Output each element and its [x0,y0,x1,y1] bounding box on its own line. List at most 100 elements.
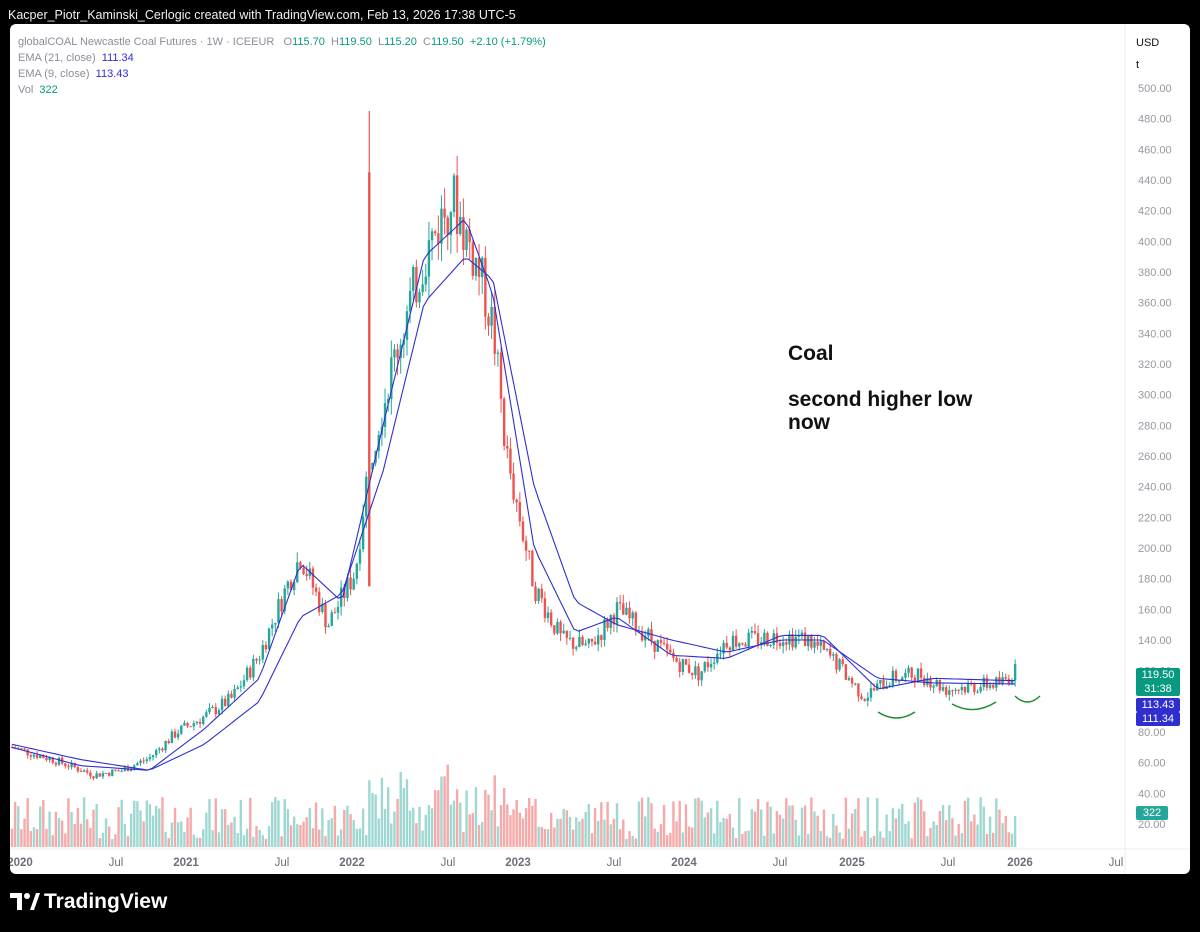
volume-bar [669,832,672,847]
candle-body [985,677,989,688]
candle-body [487,316,490,326]
time-tick-label: 2024 [671,857,697,869]
volume-bar [26,798,29,847]
volume-bar [446,764,449,847]
candle-body [449,212,453,236]
volume-bar [697,797,700,847]
chart-canvas[interactable]: 20.0040.0060.0080.00100.00120.00140.0016… [10,24,1190,874]
candle-body [819,641,822,646]
higher-low-curve [951,701,997,711]
volume-bar [640,797,644,847]
volume-bar [346,805,349,847]
price-tick-label: 60.00 [1138,758,1166,770]
candle-body [600,635,603,640]
candle-body [744,644,747,647]
volume-bar [537,826,540,847]
candle-body [722,642,725,654]
legend-open-label: O [283,36,293,48]
volume-bar [17,806,20,847]
volume-bar [424,814,427,847]
volume-bar [67,798,70,847]
time-tick-label: Jul [275,857,290,869]
candle-body [79,771,83,773]
volume-bar [98,838,101,847]
candle-body [659,640,663,643]
volume-bar [948,805,951,847]
volume-bar [296,824,299,847]
volume-bar [951,818,954,847]
candle-body [857,683,860,697]
volume-bar [534,798,537,847]
volume-bar [167,838,170,847]
volume-bar [399,771,402,847]
volume-bar [565,810,569,847]
price-tick-label: 160.00 [1138,604,1172,616]
candle-body [794,636,797,648]
volume-bar [506,804,509,847]
legend-symbol-row[interactable]: globalCOAL Newcastle Coal Futures · 1W ·… [18,36,546,48]
candle-body [32,754,36,757]
price-tick-label: 200.00 [1138,543,1172,555]
volume-bar [358,828,362,847]
candle-body [101,773,105,777]
volume-bar [415,823,418,847]
ema9-price-label: 113.43 [1136,698,1180,712]
volume-bar [443,776,446,847]
chart-panel[interactable]: 20.0040.0060.0080.00100.00120.00140.0016… [10,24,1190,874]
candle-body [618,602,622,604]
candle-body [738,643,741,647]
candle-body [465,229,468,250]
volume-bar [86,819,89,847]
candle-body [139,760,142,764]
currency-button[interactable]: USD [1136,37,1160,49]
candle-body [954,689,957,691]
candle-body [205,712,208,717]
last-price-label: 119.50 [1136,668,1180,682]
legend-ema21-row[interactable]: EMA (21, close) 111.34 [18,52,134,64]
tradingview-logo[interactable]: TradingView [10,890,167,914]
candle-body [835,654,838,670]
volume-bar [330,818,333,847]
unit-button[interactable]: t [1136,59,1140,71]
candle-body [731,635,735,651]
volume-bar [32,827,36,847]
candle-body [173,731,177,738]
annotation-title[interactable]: Coal [788,342,834,365]
candle-body [741,643,744,645]
volume-bar [712,833,716,847]
volume-bar [600,802,603,847]
legend-close-value: 119.50 [430,36,464,48]
candle-body [584,643,587,645]
volume-bar [377,818,380,847]
volume-bar [719,821,722,847]
volume-bar [597,820,600,847]
candle-body [277,599,280,623]
volume-bar [79,823,83,847]
candle-body [562,630,565,634]
candle-body [1004,677,1007,679]
candle-body [161,748,164,751]
volume-bar [694,798,697,847]
volume-bar [515,800,518,847]
candle-body [330,612,333,626]
volume-bar [982,806,985,847]
volume-bar [321,808,324,847]
volume-bar [687,826,691,847]
candle-body [333,612,337,614]
time-tick-label: 2023 [505,857,531,869]
legend-volume-row[interactable]: Vol 322 [18,84,58,96]
annotation-text[interactable]: second higher low now [788,388,973,434]
volume-bar [1010,833,1014,847]
volume-bar [42,799,45,847]
legend-ema9-row[interactable]: EMA (9, close) 113.43 [18,68,128,80]
volume-bar [405,779,409,847]
volume-bar [691,827,694,847]
volume-bar [709,808,713,847]
candle-body [471,242,475,276]
volume-bar [772,833,775,847]
candle-body [104,773,108,775]
candle-body [390,357,393,399]
volume-bar [957,824,960,847]
volume-bar [747,830,750,847]
volume-bar [352,820,355,847]
